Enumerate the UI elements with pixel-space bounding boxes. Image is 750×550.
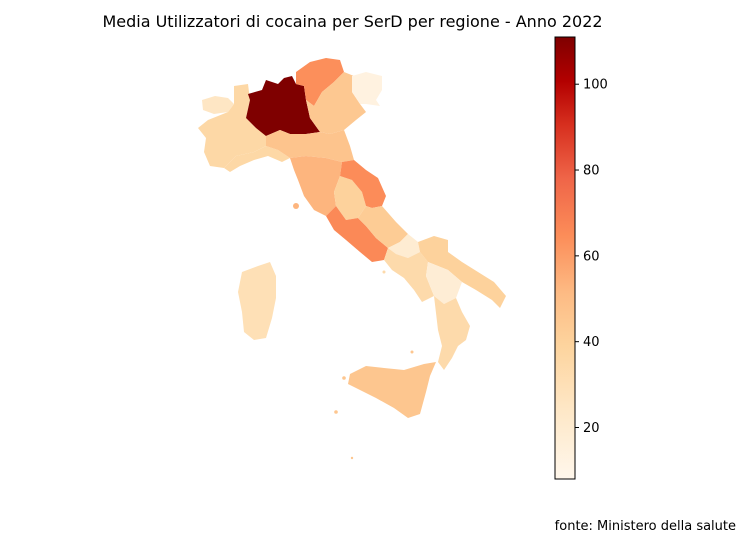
island-capri [382,270,386,274]
island-elba [293,203,299,209]
region-emilia-romagna [266,130,354,162]
region-abruzzo [358,206,408,248]
colorbar-tick-label: 40 [583,335,600,350]
region-toscana [290,156,342,216]
region-basilicata [426,262,462,304]
region-veneto [306,72,366,134]
source-note: fonte: Ministero della salute [554,519,736,534]
region-calabria [434,296,470,370]
colorbar-tick-label: 100 [583,78,608,93]
region-campania [384,248,434,302]
region-sardegna [238,262,276,340]
italy-choropleth-map [198,58,506,460]
island-egadi [342,376,346,380]
colorbar-gradient [554,36,576,480]
map-title: Media Utilizzatori di cocaina per SerD p… [102,12,603,31]
region-molise [388,234,420,258]
region-umbria [334,176,366,220]
region-piemonte [198,84,268,168]
region-friuli-venezia-giulia [352,72,382,106]
region-valle-daosta [202,96,234,114]
colorbar-tick-label: 60 [583,249,600,264]
colorbar-tick-label: 80 [583,164,600,179]
region-sicilia [348,362,436,418]
island-eolie [410,350,414,354]
colorbar: 20 40 60 80 100 [554,36,608,480]
region-liguria [224,146,290,172]
region-lazio [326,206,388,262]
island-pantelleria [334,410,338,414]
colorbar-ticks: 20 40 60 80 100 [575,78,608,436]
island-lampedusa [350,456,354,460]
region-trentino-alto-adige [296,58,344,106]
colorbar-tick-label: 20 [583,421,600,436]
region-lombardia [246,76,320,136]
region-puglia [418,236,506,308]
region-marche [340,160,386,208]
